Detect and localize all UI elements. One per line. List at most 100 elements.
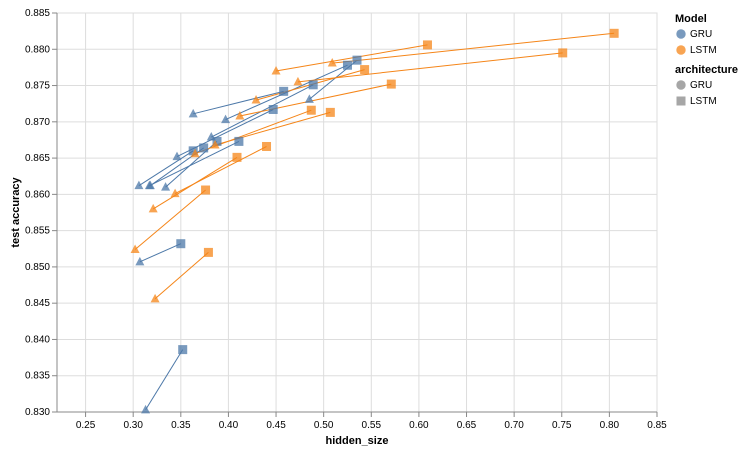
data-point-gru-gru bbox=[134, 180, 144, 190]
y-tick-label: 0.880 bbox=[25, 44, 50, 55]
series-line-lstm bbox=[214, 111, 331, 146]
legend-symbol bbox=[676, 29, 686, 39]
data-point-gru-gru bbox=[161, 182, 171, 191]
data-point-gru-lstm bbox=[188, 146, 198, 156]
legend-title: architecture bbox=[675, 64, 738, 76]
data-point-lstm-lstm bbox=[262, 141, 272, 151]
legend-title: Model bbox=[675, 13, 707, 25]
x-tick-label: 0.75 bbox=[552, 420, 572, 431]
series-line-lstm bbox=[275, 44, 428, 72]
series-line-lstm bbox=[332, 32, 615, 64]
y-axis-title: test accuracy bbox=[10, 176, 22, 247]
data-point-lstm-lstm bbox=[232, 152, 242, 162]
data-point-gru-gru bbox=[221, 114, 231, 124]
grid bbox=[57, 12, 658, 413]
data-point-lstm-lstm bbox=[201, 185, 211, 195]
y-tick-label: 0.885 bbox=[25, 8, 50, 19]
series-lines bbox=[134, 32, 615, 411]
data-point-lstm-gru bbox=[327, 58, 337, 67]
y-tick-label: 0.845 bbox=[25, 298, 50, 309]
legend-symbol bbox=[676, 96, 686, 106]
data-point-gru-gru bbox=[206, 132, 216, 141]
series-line-gru bbox=[139, 243, 182, 263]
data-point-lstm-gru bbox=[148, 203, 158, 213]
x-tick-label: 0.65 bbox=[457, 420, 477, 431]
x-tick-label: 0.55 bbox=[362, 420, 382, 431]
y-tick-label: 0.830 bbox=[25, 407, 50, 418]
series-line-lstm bbox=[239, 83, 392, 117]
data-point-gru-gru bbox=[188, 108, 198, 118]
data-point-gru-gru bbox=[144, 180, 154, 190]
data-point-gru-gru bbox=[172, 151, 182, 161]
data-point-gru-lstm bbox=[268, 104, 278, 114]
legend-symbol bbox=[676, 45, 686, 55]
y-tick-label: 0.855 bbox=[25, 226, 50, 237]
series-line-gru bbox=[193, 90, 284, 115]
data-point-lstm-lstm bbox=[325, 107, 335, 117]
data-point-gru-lstm bbox=[352, 55, 362, 65]
data-point-lstm-gru bbox=[235, 111, 245, 120]
data-point-gru-lstm bbox=[342, 60, 352, 70]
legend-symbol bbox=[676, 80, 686, 90]
x-tick-label: 0.80 bbox=[600, 420, 620, 431]
y-tick-label: 0.860 bbox=[25, 189, 50, 200]
series-line-gru bbox=[138, 150, 194, 187]
data-point-gru-gru bbox=[135, 256, 145, 266]
data-point-lstm-gru bbox=[190, 148, 200, 158]
x-tick-label: 0.45 bbox=[266, 420, 286, 431]
x-tick-label: 0.35 bbox=[171, 420, 191, 431]
data-point-lstm-gru bbox=[130, 244, 140, 253]
legend-label: LSTM bbox=[690, 96, 717, 107]
data-point-gru-lstm bbox=[279, 86, 289, 96]
x-tick-label: 0.85 bbox=[647, 420, 667, 431]
legend: Model GRU LSTM architecture GRU LSTM bbox=[675, 13, 738, 107]
series-line-lstm bbox=[297, 52, 563, 83]
data-point-lstm-gru bbox=[293, 76, 303, 86]
data-point-lstm-gru bbox=[271, 66, 281, 75]
data-point-gru-lstm bbox=[212, 136, 222, 146]
y-tick-label: 0.850 bbox=[25, 262, 50, 273]
data-point-lstm-lstm bbox=[306, 105, 316, 115]
x-tick-label: 0.30 bbox=[123, 420, 143, 431]
data-point-gru-lstm bbox=[176, 239, 186, 249]
data-point-lstm-gru bbox=[251, 95, 261, 104]
legend-label: GRU bbox=[690, 80, 712, 91]
data-points bbox=[130, 28, 619, 414]
data-point-lstm-gru bbox=[170, 188, 180, 198]
data-point-gru-gru bbox=[304, 94, 314, 103]
data-point-lstm-gru bbox=[150, 293, 160, 303]
series-line-gru bbox=[145, 349, 184, 411]
series-line-gru bbox=[149, 140, 240, 187]
series-line-lstm bbox=[174, 146, 267, 195]
x-tick-label: 0.60 bbox=[409, 420, 429, 431]
data-point-gru-lstm bbox=[308, 80, 318, 90]
data-point-lstm-lstm bbox=[386, 79, 396, 89]
series-line-lstm bbox=[134, 189, 206, 250]
data-point-lstm-lstm bbox=[203, 247, 213, 257]
x-tick-label: 0.40 bbox=[219, 420, 239, 431]
data-point-lstm-lstm bbox=[422, 40, 432, 50]
data-point-gru-lstm bbox=[199, 143, 209, 153]
y-tick-label: 0.835 bbox=[25, 371, 50, 382]
x-tick-label: 0.50 bbox=[314, 420, 334, 431]
data-point-lstm-lstm bbox=[609, 28, 619, 38]
legend-label: LSTM bbox=[690, 45, 717, 56]
x-tick-label: 0.25 bbox=[76, 420, 96, 431]
y-tick-label: 0.870 bbox=[25, 117, 50, 128]
data-point-lstm-gru bbox=[210, 140, 220, 149]
x-tick-label: 0.70 bbox=[504, 420, 524, 431]
data-point-gru-lstm bbox=[234, 136, 244, 146]
data-point-gru-lstm bbox=[178, 345, 188, 355]
data-point-lstm-lstm bbox=[558, 48, 568, 58]
y-tick-label: 0.875 bbox=[25, 81, 50, 92]
data-point-lstm-lstm bbox=[360, 65, 370, 75]
y-axis: 0.830 0.835 0.840 0.845 0.850 0.855 0.860 0.865… bbox=[25, 8, 58, 418]
series-line-lstm bbox=[154, 252, 209, 300]
y-tick-label: 0.840 bbox=[25, 334, 50, 345]
x-axis-title: hidden_size bbox=[326, 435, 389, 447]
plot-frame bbox=[56, 12, 658, 413]
x-axis: 0.25 0.30 0.35 0.40 0.45 0.50 0.55 0.60 0.65 0.70… bbox=[57, 411, 667, 431]
y-tick-label: 0.865 bbox=[25, 153, 50, 164]
legend-label: GRU bbox=[690, 29, 712, 40]
